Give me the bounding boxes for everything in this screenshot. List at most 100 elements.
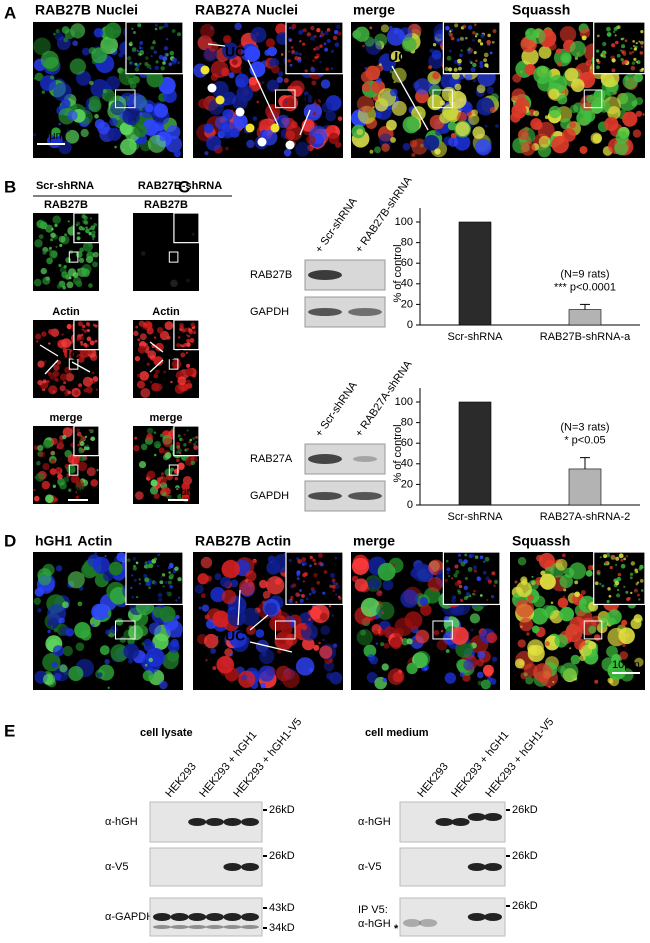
cell-signal xyxy=(192,437,196,440)
cell-signal xyxy=(227,608,246,627)
band xyxy=(223,913,242,921)
cell-signal xyxy=(198,606,202,610)
y-tick-label: 100 xyxy=(395,396,413,408)
cell-signal xyxy=(276,76,284,84)
cell-signal xyxy=(222,42,239,60)
cell-signal xyxy=(629,572,634,576)
cell-signal xyxy=(616,25,621,30)
cell-signal xyxy=(531,625,540,634)
cell-signal xyxy=(91,623,95,627)
cell-signal xyxy=(335,141,342,148)
pointer xyxy=(39,344,59,357)
cell-signal xyxy=(631,61,636,65)
cell-signal xyxy=(168,62,173,67)
cell-signal xyxy=(66,323,72,330)
cell-signal xyxy=(390,136,396,143)
cell-signal xyxy=(445,649,450,653)
cell-signal xyxy=(388,25,393,30)
cell-signal xyxy=(280,53,284,56)
cell-signal xyxy=(639,564,644,570)
cell-signal xyxy=(289,39,292,42)
cell-signal xyxy=(590,132,602,144)
cell-signal xyxy=(477,651,486,659)
blot-title: cell medium xyxy=(365,727,429,739)
panel-label: B xyxy=(4,177,16,196)
cell-signal xyxy=(614,40,619,45)
band xyxy=(308,270,342,280)
cell-signal xyxy=(185,379,191,385)
cell-signal xyxy=(265,104,281,120)
cell-signal xyxy=(136,49,139,53)
cell-signal xyxy=(621,619,628,626)
cell-signal xyxy=(473,589,476,593)
cell-signal xyxy=(76,221,81,226)
cell-signal xyxy=(205,658,208,662)
cell-signal xyxy=(476,658,485,667)
band xyxy=(205,925,224,929)
cell-signal xyxy=(135,491,144,500)
cell-signal xyxy=(308,564,312,568)
cell-signal xyxy=(585,59,592,66)
cell-signal xyxy=(153,453,157,457)
cell-signal xyxy=(42,250,47,255)
cell-signal xyxy=(67,571,85,589)
band xyxy=(348,492,382,500)
cell-signal xyxy=(374,146,382,154)
cell-signal xyxy=(639,40,644,45)
band xyxy=(467,813,486,821)
cell-signal xyxy=(193,445,198,450)
cell-signal xyxy=(330,67,333,70)
cell-signal xyxy=(444,672,457,684)
cell-signal xyxy=(325,124,336,135)
cell-signal xyxy=(467,49,472,55)
cell-signal xyxy=(376,601,395,620)
cell-signal xyxy=(614,34,617,37)
cell-signal xyxy=(621,44,626,49)
nucleus-dot xyxy=(207,83,217,93)
cell-signal xyxy=(146,362,150,366)
cell-signal xyxy=(236,85,254,103)
cell-signal xyxy=(427,94,444,111)
cell-signal xyxy=(479,60,483,65)
cell-signal xyxy=(574,56,579,60)
cell-signal xyxy=(459,671,465,677)
cell-signal xyxy=(139,333,147,341)
band xyxy=(484,913,502,921)
cell-signal xyxy=(203,123,214,134)
cell-signal xyxy=(604,116,619,132)
bar xyxy=(568,468,602,506)
cell-signal xyxy=(593,89,606,102)
band xyxy=(153,925,171,929)
cell-signal xyxy=(479,42,484,46)
cell-signal xyxy=(245,570,257,582)
blot-row-label: α-hGH xyxy=(358,816,391,828)
cell-signal xyxy=(479,63,484,69)
cell-signal xyxy=(445,25,450,31)
cell-signal xyxy=(94,339,98,343)
cell-signal xyxy=(312,111,317,116)
cell-signal xyxy=(420,604,432,616)
cell-signal xyxy=(486,598,489,601)
cell-signal xyxy=(139,371,150,381)
lane-label: HEK293 xyxy=(415,761,451,800)
cell-signal xyxy=(419,597,428,606)
cell-signal xyxy=(476,84,486,94)
cell-signal xyxy=(122,107,140,126)
cell-signal xyxy=(319,61,322,64)
cell-signal xyxy=(87,323,91,327)
y-axis-label: % of control xyxy=(392,244,404,302)
cell-signal xyxy=(154,27,158,31)
lane-label: + Scr-shRNA xyxy=(313,195,360,255)
cell-signal xyxy=(186,342,191,347)
cell-signal xyxy=(108,649,112,652)
cell-signal xyxy=(445,559,449,563)
cell-signal xyxy=(145,647,165,667)
cell-signal xyxy=(177,462,185,470)
cell-signal xyxy=(146,70,164,88)
cell-signal xyxy=(579,654,586,662)
cell-signal xyxy=(460,561,466,567)
cell-signal xyxy=(147,560,152,564)
cell-signal xyxy=(51,661,58,669)
cell-signal xyxy=(462,102,473,113)
cell-signal xyxy=(47,617,59,629)
